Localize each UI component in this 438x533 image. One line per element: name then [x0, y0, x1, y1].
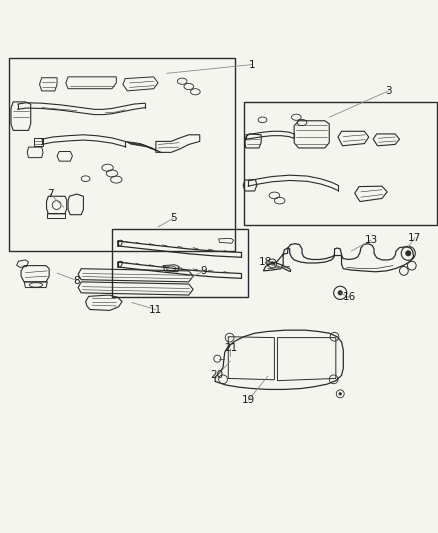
Text: 13: 13 [364, 235, 377, 245]
Text: 21: 21 [223, 343, 237, 353]
Text: 3: 3 [384, 86, 391, 96]
Circle shape [338, 392, 341, 395]
Text: 16: 16 [342, 292, 355, 302]
Text: 7: 7 [47, 189, 54, 199]
Bar [112, 229, 247, 297]
Circle shape [270, 262, 273, 265]
Circle shape [405, 251, 410, 256]
Text: 17: 17 [407, 233, 420, 243]
Circle shape [337, 290, 342, 295]
Bar [243, 102, 436, 225]
Text: 19: 19 [241, 395, 254, 406]
Text: 20: 20 [210, 370, 223, 381]
Text: 1: 1 [248, 60, 255, 70]
Text: 8: 8 [73, 276, 80, 286]
Text: 5: 5 [170, 213, 177, 223]
Text: 11: 11 [149, 304, 162, 314]
Text: 18: 18 [258, 257, 272, 267]
Bar [9, 58, 234, 251]
Text: 9: 9 [200, 266, 207, 276]
